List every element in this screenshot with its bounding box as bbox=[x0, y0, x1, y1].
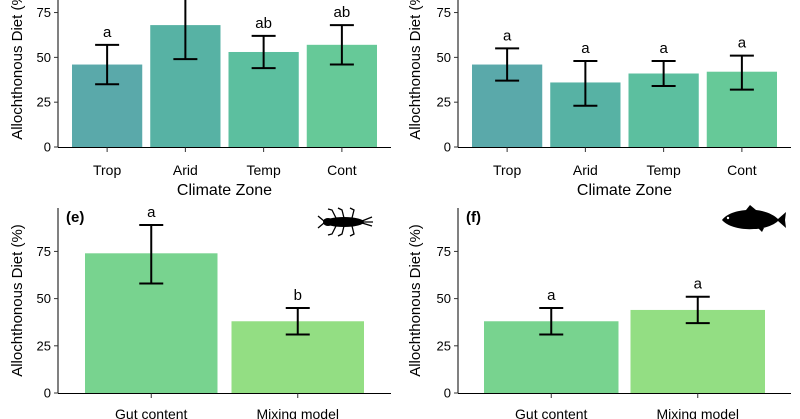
panel-label: (f) bbox=[466, 209, 481, 226]
x-tick-label: Trop bbox=[93, 162, 121, 178]
significance-letter: a bbox=[659, 40, 668, 57]
y-axis-title: Allochthonous Diet (%) bbox=[407, 0, 424, 140]
y-tick-label: 50 bbox=[437, 291, 451, 306]
significance-letter: a bbox=[547, 287, 556, 304]
y-tick-label: 75 bbox=[437, 5, 451, 20]
significance-letter: ab bbox=[334, 4, 351, 21]
y-tick-label: 25 bbox=[437, 338, 451, 353]
x-tick-label: Arid bbox=[573, 162, 598, 178]
y-tick-label: 50 bbox=[37, 50, 51, 65]
y-tick-label: 75 bbox=[37, 5, 51, 20]
x-tick-label: Cont bbox=[727, 162, 757, 178]
y-axis-title: Allochthonous Diet (%) bbox=[9, 224, 26, 377]
y-tick-label: 0 bbox=[44, 386, 51, 401]
y-tick-label: 50 bbox=[437, 50, 451, 65]
significance-letter: a bbox=[503, 27, 512, 44]
y-tick-label: 0 bbox=[444, 140, 451, 155]
x-tick-label: Cont bbox=[327, 162, 357, 178]
fish-icon bbox=[722, 205, 786, 232]
y-tick-label: 75 bbox=[437, 244, 451, 259]
significance-letter: a bbox=[738, 35, 747, 52]
significance-letter: a bbox=[103, 24, 112, 41]
x-tick-label: Trop bbox=[493, 162, 521, 178]
y-tick-label: 25 bbox=[37, 95, 51, 110]
significance-letter: ab bbox=[255, 15, 272, 32]
y-tick-label: 75 bbox=[37, 244, 51, 259]
x-tick-label: Temp bbox=[247, 162, 281, 178]
y-tick-label: 25 bbox=[37, 338, 51, 353]
x-tick-label: Gut content bbox=[115, 406, 187, 419]
panel-label: (e) bbox=[66, 209, 84, 226]
y-tick-label: 0 bbox=[444, 386, 451, 401]
x-tick-label: Arid bbox=[173, 162, 198, 178]
significance-letter: a bbox=[147, 204, 156, 221]
x-tick-label: Gut content bbox=[515, 406, 587, 419]
x-tick-label: Mixing model bbox=[657, 406, 739, 419]
chart-panel-3: 0 25 50 75 Allochthonous Diet (%) (f) a Gut con… bbox=[407, 208, 791, 419]
y-tick-label: 0 bbox=[44, 140, 51, 155]
significance-letter: a bbox=[694, 276, 703, 293]
x-axis-title: Climate Zone bbox=[177, 182, 272, 199]
y-axis-title: Allochthonous Diet (%) bbox=[9, 0, 26, 140]
significance-letter: b bbox=[294, 287, 302, 304]
chart-panel-0: 0 25 50 75 Allochthonous Diet (%) Climate Zon… bbox=[9, 0, 391, 199]
significance-letter: a bbox=[581, 40, 590, 57]
x-tick-label: Temp bbox=[647, 162, 681, 178]
chart-panel-2: 0 25 50 75 Allochthonous Diet (%) (e) a Gut con… bbox=[9, 204, 391, 419]
y-axis-title: Allochthonous Diet (%) bbox=[407, 224, 424, 377]
y-tick-label: 25 bbox=[437, 95, 451, 110]
x-tick-label: Mixing model bbox=[257, 406, 339, 419]
insect-larva-icon bbox=[317, 207, 373, 237]
x-axis-title: Climate Zone bbox=[577, 182, 672, 199]
y-tick-label: 50 bbox=[37, 291, 51, 306]
chart-panel-1: 0 25 50 75 Allochthonous Diet (%) Climate Zon… bbox=[407, 0, 791, 199]
